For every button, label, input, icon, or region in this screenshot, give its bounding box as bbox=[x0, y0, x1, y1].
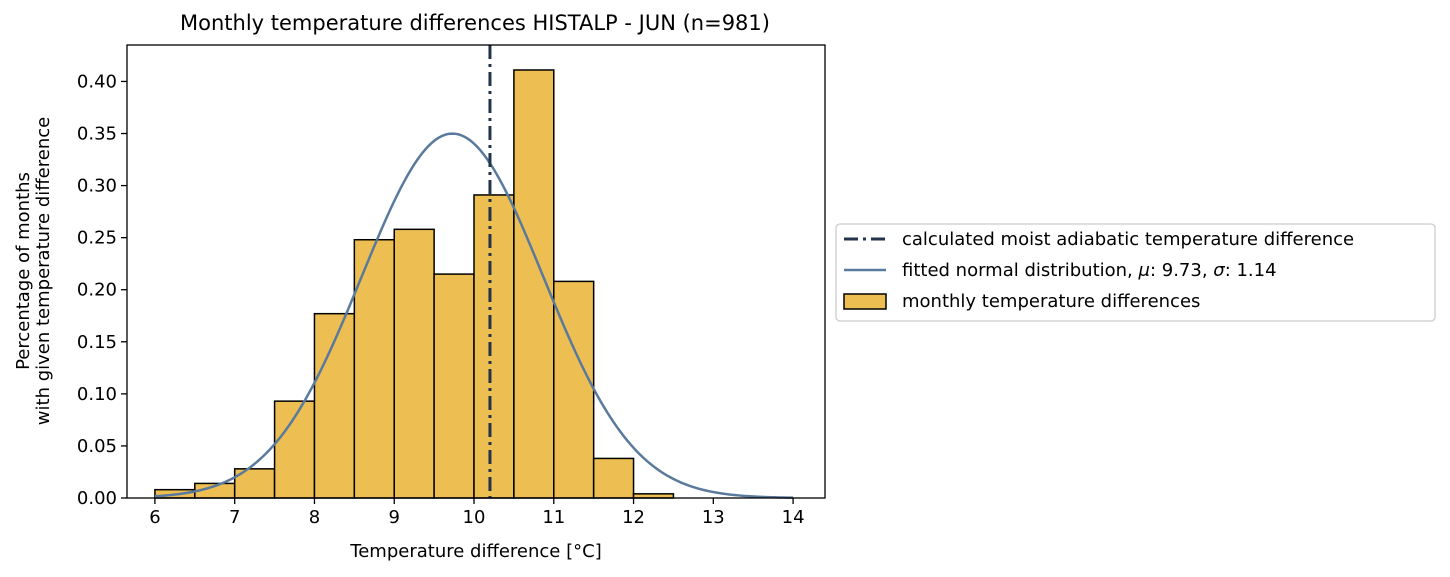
x-tick-label: 12 bbox=[622, 507, 645, 528]
histogram-bar bbox=[473, 194, 515, 499]
plot-frame bbox=[126, 44, 826, 499]
y-tick-label: 0.40 bbox=[77, 71, 117, 92]
x-tick-label: 10 bbox=[463, 507, 486, 528]
chart-title: Monthly temperature differences HISTALP … bbox=[180, 11, 770, 35]
y-tick-label: 0.35 bbox=[77, 124, 117, 145]
x-tick-label: 9 bbox=[389, 507, 400, 528]
y-tick-label: 0.30 bbox=[77, 176, 117, 197]
y-axis-label-line-1: Percentage of months bbox=[13, 172, 34, 370]
y-tick-label: 0.00 bbox=[77, 488, 117, 509]
x-tick-label: 7 bbox=[229, 507, 240, 528]
histogram-bars bbox=[154, 69, 675, 499]
legend-frame bbox=[835, 223, 1436, 322]
histogram-bar bbox=[433, 273, 475, 499]
y-axis-label: Percentage of months with given temperat… bbox=[13, 117, 54, 425]
x-tick-label: 14 bbox=[782, 507, 805, 528]
x-tick-label: 13 bbox=[702, 507, 725, 528]
y-tick-label: 0.05 bbox=[77, 436, 117, 457]
y-tick-label: 0.10 bbox=[77, 384, 117, 405]
x-tick-label: 11 bbox=[542, 507, 565, 528]
histogram-bar bbox=[513, 69, 555, 499]
histogram-bar bbox=[592, 457, 635, 499]
y-tick-label: 0.20 bbox=[77, 280, 117, 301]
y-tick-label: 0.15 bbox=[77, 332, 117, 353]
legend-label-histogram: monthly temperature differences bbox=[902, 291, 1200, 312]
legend-label-moist-adiabatic: calculated moist adiabatic temperature d… bbox=[902, 229, 1354, 250]
x-tick-label: 6 bbox=[149, 507, 160, 528]
histogram-bar bbox=[393, 228, 435, 499]
y-axis-ticks: 0.00 0.05 0.10 0.15 0.20 0.25 0.30 0.35 0.40 bbox=[77, 71, 127, 509]
x-axis-label: Temperature difference [°C] bbox=[349, 541, 601, 562]
legend-label-normal-fit: fitted normal distribution, μ: 9.73, σ: … bbox=[902, 260, 1277, 281]
normal-fit-curve bbox=[154, 132, 794, 499]
y-axis-label-line-2: with given temperature difference bbox=[33, 117, 54, 425]
x-axis-ticks: 6 7 8 9 10 11 12 13 14 bbox=[149, 498, 805, 528]
legend-swatch-histogram bbox=[843, 293, 887, 310]
y-tick-label: 0.25 bbox=[77, 228, 117, 249]
legend: calculated moist adiabatic temperature d… bbox=[835, 223, 1436, 322]
x-tick-label: 8 bbox=[309, 507, 320, 528]
